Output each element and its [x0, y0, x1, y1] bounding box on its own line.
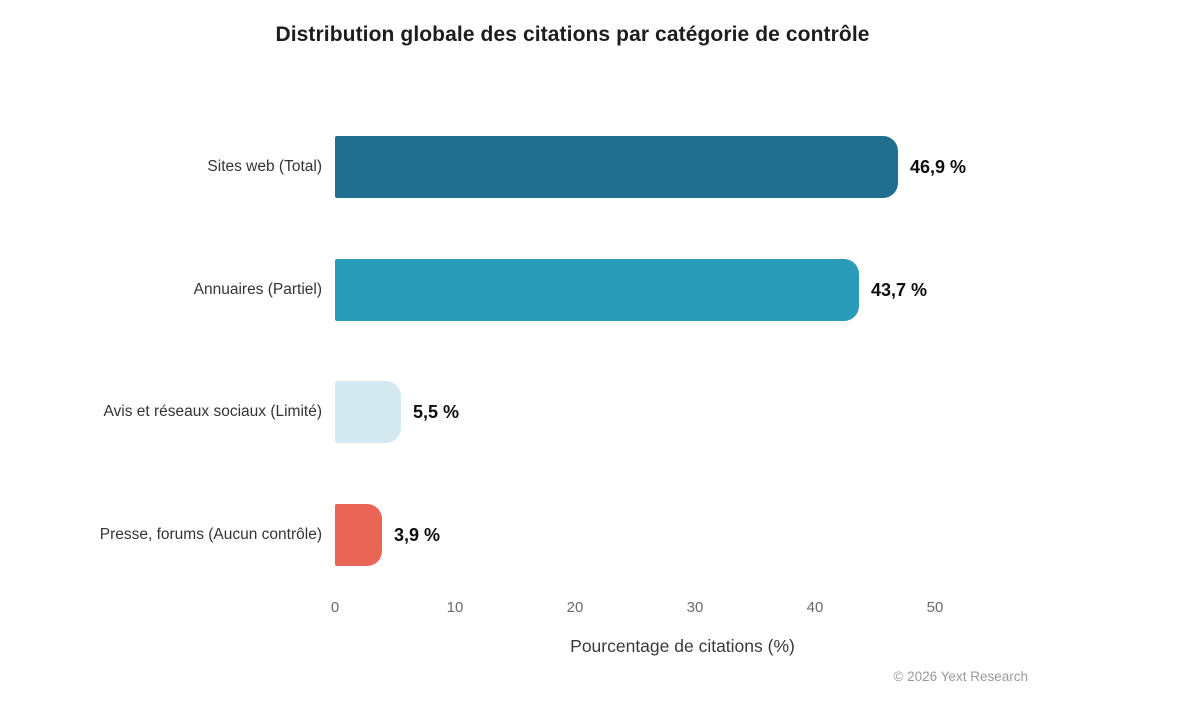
bar — [335, 259, 859, 321]
x-tick-label: 50 — [926, 599, 944, 616]
x-tick-label: 30 — [686, 599, 704, 616]
x-axis: 0 10 20 30 40 50 — [0, 599, 1200, 617]
bar — [335, 381, 401, 443]
category-label: Sites web (Total) — [207, 158, 322, 175]
value-label: 46,9 % — [910, 156, 967, 177]
bar — [335, 504, 382, 566]
x-tick-label: 10 — [446, 599, 464, 616]
category-label: Annuaires (Partiel) — [193, 281, 322, 298]
bar-row: Avis et réseaux sociaux (Limité) 5,5 % — [0, 381, 1200, 443]
x-tick-label: 40 — [806, 599, 824, 616]
x-tick-label: 0 — [330, 599, 340, 616]
category-label: Presse, forums (Aucun contrôle) — [99, 526, 322, 543]
bar-row: Annuaires (Partiel) 43,7 % — [0, 259, 1200, 321]
source-credit: © 2026 Yext Research — [893, 669, 1028, 684]
category-label: Avis et réseaux sociaux (Limité) — [103, 403, 322, 420]
bar — [335, 136, 898, 198]
x-axis-label: Pourcentage de citations (%) — [570, 636, 795, 656]
value-label: 5,5 % — [413, 401, 460, 422]
bar-row: Presse, forums (Aucun contrôle) 3,9 % — [0, 504, 1200, 566]
bar-row: Sites web (Total) 46,9 % — [0, 136, 1200, 198]
value-label: 3,9 % — [394, 524, 441, 545]
x-tick-label: 20 — [566, 599, 584, 616]
value-label: 43,7 % — [871, 279, 928, 300]
chart-title: Distribution globale des citations par c… — [275, 23, 870, 46]
